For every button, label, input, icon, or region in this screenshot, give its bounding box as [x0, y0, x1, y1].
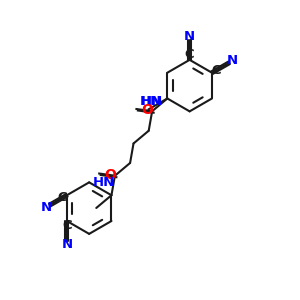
Text: HN: HN	[141, 95, 163, 108]
Text: N: N	[227, 54, 238, 67]
Text: C: C	[58, 191, 68, 204]
Text: N: N	[61, 238, 72, 251]
Text: C: C	[185, 48, 194, 62]
Text: O: O	[141, 103, 153, 117]
Text: HN: HN	[140, 95, 162, 108]
Text: C: C	[62, 219, 72, 232]
Text: O: O	[104, 167, 116, 182]
Text: C: C	[212, 64, 221, 77]
Text: HN: HN	[93, 176, 116, 189]
Text: N: N	[184, 30, 195, 43]
Text: N: N	[41, 201, 52, 214]
